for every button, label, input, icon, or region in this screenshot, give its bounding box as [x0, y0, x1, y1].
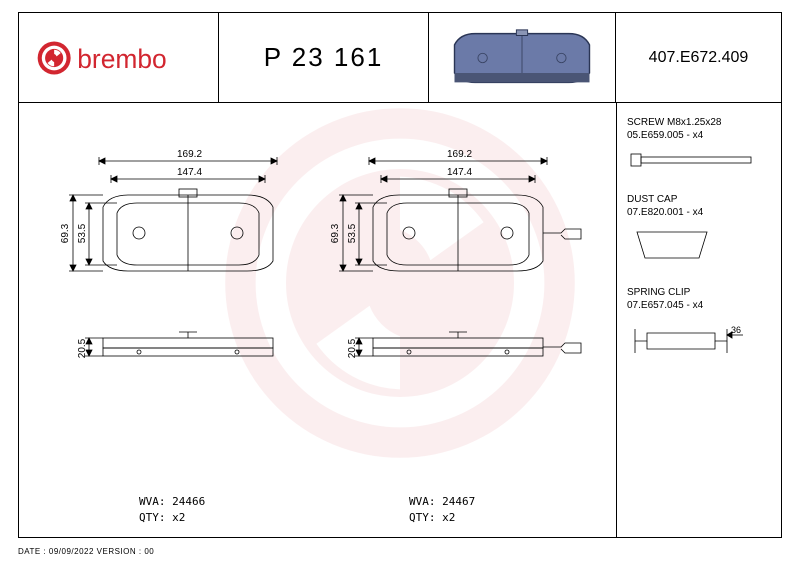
drawing-frame: brembo P 23 161 407.E672.409 — [18, 12, 782, 538]
accessory-screw: SCREW M8x1.25x28 05.E659.005 - x4 — [627, 117, 771, 172]
qty-value-r: x2 — [442, 511, 455, 524]
acc-code: 07.E657.045 - x4 — [627, 300, 771, 311]
springclip-icon: 36 — [627, 321, 747, 365]
wva-value-l: 24466 — [172, 495, 205, 508]
body-area: 169.2 147.4 69.3 53.5 20.5 — [19, 103, 781, 537]
dim-width-outer-r: 169.2 — [447, 149, 472, 160]
brake-pad-render — [447, 28, 597, 88]
dim-side-r: 20.5 — [347, 339, 358, 358]
qty-label: QTY: — [409, 511, 436, 524]
brembo-logo: brembo — [36, 37, 201, 79]
acc-title: DUST CAP — [627, 194, 771, 205]
wva-value-r: 24467 — [442, 495, 475, 508]
accessory-springclip: SPRING CLIP 07.E657.045 - x4 36 — [627, 287, 771, 368]
wva-block-left: WVA: 24466 QTY: x2 — [139, 494, 205, 525]
pad-left-svg — [59, 143, 309, 423]
screw-icon — [627, 151, 757, 169]
springclip-dim: 36 — [731, 325, 741, 335]
dim-height-outer-r: 69.3 — [330, 224, 341, 243]
acc-title: SPRING CLIP — [627, 287, 771, 298]
pad-drawing-left: 169.2 147.4 69.3 53.5 20.5 — [59, 143, 309, 428]
wva-block-right: WVA: 24467 QTY: x2 — [409, 494, 475, 525]
svg-text:brembo: brembo — [77, 43, 166, 73]
qty-label: QTY: — [139, 511, 166, 524]
product-image-cell — [429, 13, 616, 102]
dim-width-inner-l: 147.4 — [177, 167, 202, 178]
qty-value-l: x2 — [172, 511, 185, 524]
acc-code: 05.E659.005 - x4 — [627, 130, 771, 141]
dim-width-inner-r: 147.4 — [447, 167, 472, 178]
pad-right-svg — [329, 143, 599, 423]
wva-label: WVA: — [409, 495, 436, 508]
dim-width-outer-l: 169.2 — [177, 149, 202, 160]
pad-drawing-right: 169.2 147.4 69.3 53.5 20.5 — [329, 143, 579, 428]
logo-cell: brembo — [19, 13, 219, 102]
accessories-sidebar: SCREW M8x1.25x28 05.E659.005 - x4 DUST C… — [616, 103, 781, 537]
dim-height-inner-r: 53.5 — [347, 224, 358, 243]
dustcap-icon — [627, 228, 717, 262]
acc-code: 07.E820.001 - x4 — [627, 207, 771, 218]
accessory-dustcap: DUST CAP 07.E820.001 - x4 — [627, 194, 771, 265]
footer-text: DATE : 09/09/2022 VERSION : 00 — [18, 547, 154, 556]
acc-title: SCREW M8x1.25x28 — [627, 117, 771, 128]
dim-side-l: 20.5 — [77, 339, 88, 358]
wva-label: WVA: — [139, 495, 166, 508]
drawing-code: 407.E672.409 — [616, 13, 781, 102]
dim-height-outer-l: 69.3 — [60, 224, 71, 243]
part-number: P 23 161 — [219, 13, 429, 102]
header-row: brembo P 23 161 407.E672.409 — [19, 13, 781, 103]
dim-height-inner-l: 53.5 — [77, 224, 88, 243]
